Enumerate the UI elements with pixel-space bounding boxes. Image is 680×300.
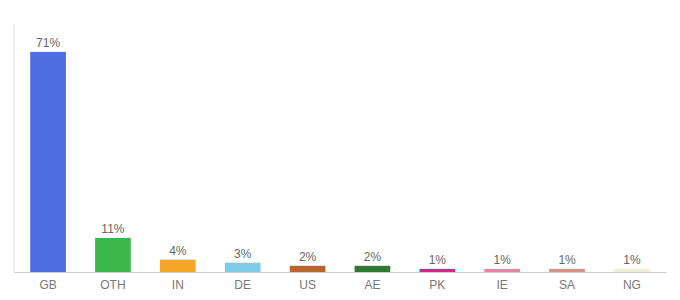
bar xyxy=(290,266,326,272)
x-tick: IN xyxy=(172,272,184,292)
data-label: 1% xyxy=(558,253,576,267)
x-tick-label: PK xyxy=(429,278,445,292)
x-tick: US xyxy=(299,272,316,292)
x-tick: GB xyxy=(39,272,56,292)
x-tick: OTH xyxy=(100,272,125,292)
bar xyxy=(614,269,650,272)
x-tick: NG xyxy=(623,272,641,292)
bar xyxy=(355,266,391,272)
bar xyxy=(484,269,520,272)
x-tick: SA xyxy=(559,272,575,292)
plot: GB OTH IN DE US AE PK IE SA NG 71% 11% 4% 3% 2% 2% 1% 1% 1… xyxy=(14,24,667,292)
x-tick: PK xyxy=(429,272,445,292)
x-tick-label: AE xyxy=(364,278,380,292)
x-tick-label: SA xyxy=(559,278,575,292)
data-label: 2% xyxy=(299,250,317,264)
data-label: 11% xyxy=(101,222,124,236)
bars xyxy=(30,52,650,272)
x-tick-label: IN xyxy=(172,278,184,292)
data-label: 71% xyxy=(36,36,60,50)
bar xyxy=(160,260,196,272)
x-tick: IE xyxy=(497,272,508,292)
x-tick-label: OTH xyxy=(100,278,125,292)
bar xyxy=(419,269,455,272)
data-label: 1% xyxy=(494,253,512,267)
bar xyxy=(225,263,261,272)
data-labels: 71% 11% 4% 3% 2% 2% 1% 1% 1% 1% xyxy=(36,36,641,267)
x-tick: DE xyxy=(234,272,251,292)
x-tick-label: GB xyxy=(39,278,56,292)
data-label: 2% xyxy=(364,250,382,264)
data-label: 3% xyxy=(234,247,252,261)
x-tick: AE xyxy=(364,272,380,292)
y-axis-line xyxy=(14,24,15,272)
data-label: 4% xyxy=(169,244,187,258)
data-label: 1% xyxy=(429,253,447,267)
chart: GB OTH IN DE US AE PK IE SA NG 71% 11% 4% 3% 2% 2% 1% 1% 1… xyxy=(0,0,680,300)
x-axis: GB OTH IN DE US AE PK IE SA NG xyxy=(15,272,667,292)
bar xyxy=(549,269,585,272)
x-tick-label: NG xyxy=(623,278,641,292)
x-tick-label: IE xyxy=(497,278,508,292)
x-tick-label: DE xyxy=(234,278,251,292)
x-axis-line xyxy=(15,272,667,273)
x-tick-label: US xyxy=(299,278,316,292)
bar xyxy=(95,238,131,272)
data-label: 1% xyxy=(623,253,641,267)
bar xyxy=(30,52,66,272)
